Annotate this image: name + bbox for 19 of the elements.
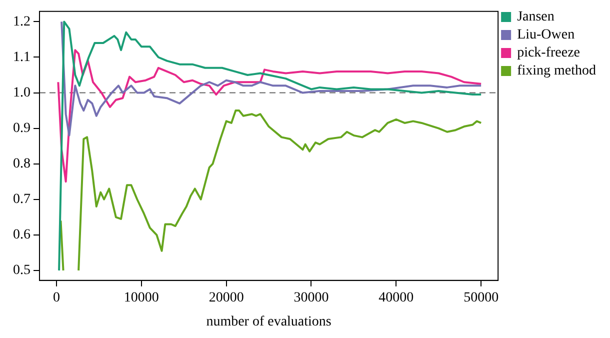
legend-label: fixing method [517, 64, 596, 79]
x-tick-label: 20000 [208, 290, 244, 306]
y-tick-label: 0.8 [13, 156, 30, 172]
y-tick-label: 1.0 [13, 85, 30, 100]
y-tick-label: 0.9 [13, 120, 30, 136]
x-tick-label: 40000 [378, 290, 414, 306]
y-tick-label: 0.7 [13, 192, 30, 208]
x-tick-label: 30000 [294, 290, 329, 306]
y-tick-label: 0.5 [13, 263, 30, 278]
legend-label: Jansen [517, 10, 554, 25]
y-tick-label: 0.6 [13, 228, 30, 243]
x-axis-title: number of evaluations [206, 314, 332, 330]
y-tick-label: 1.2 [13, 14, 30, 30]
x-tick-label: 10000 [124, 290, 159, 306]
legend-label: Liu-Owen [517, 28, 575, 43]
x-tick-label: 0 [52, 290, 60, 306]
legend-label: pick-freeze [517, 46, 580, 61]
x-tick-label: 50000 [464, 290, 499, 306]
y-tick-label: 1.1 [13, 50, 30, 65]
